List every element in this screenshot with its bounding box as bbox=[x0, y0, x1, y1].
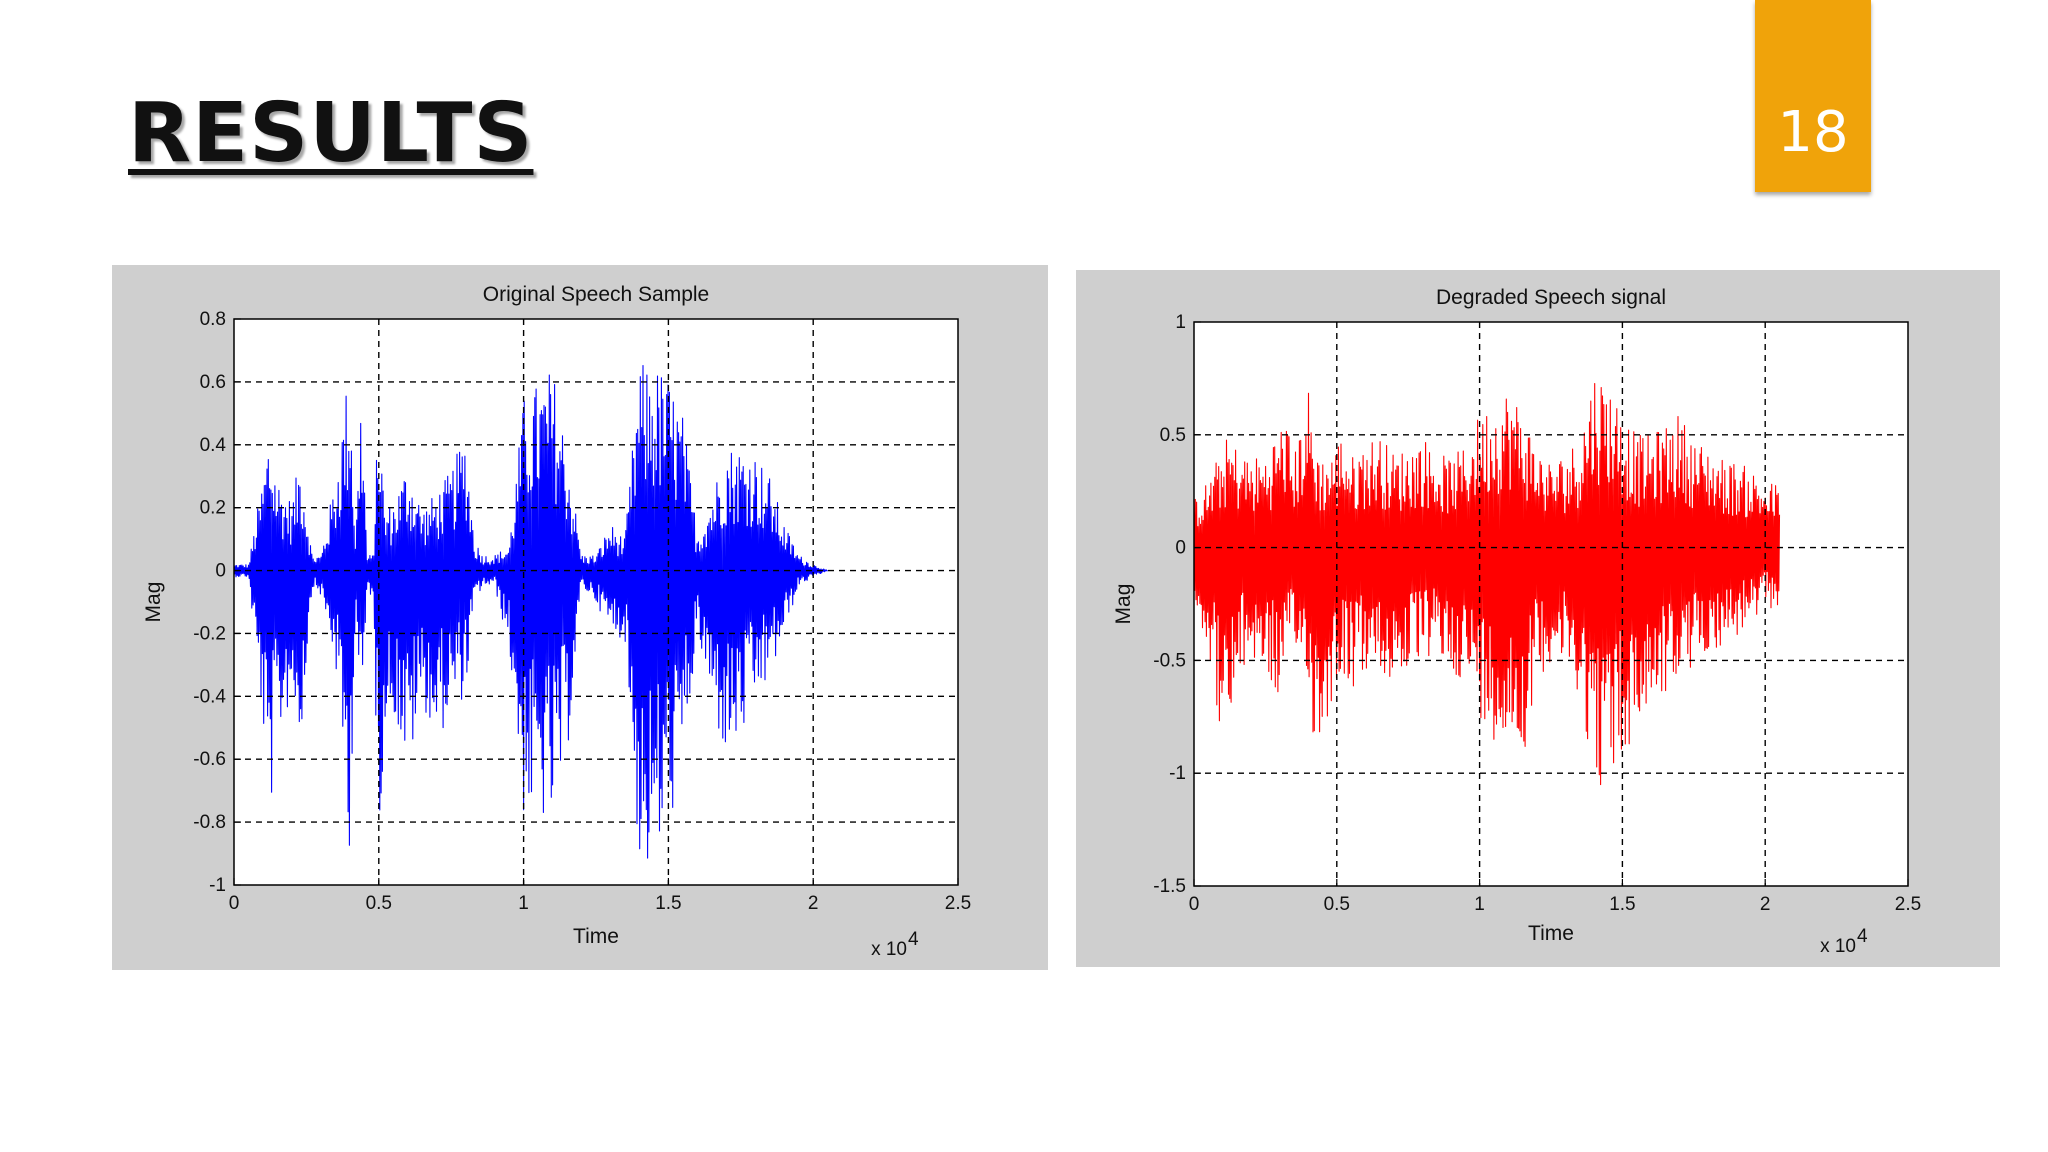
x-axis-label: Time bbox=[1528, 922, 1574, 945]
x-axis-label: Time bbox=[573, 925, 619, 948]
y-tick-label: 0 bbox=[1175, 538, 1186, 559]
y-tick-label: -0.2 bbox=[193, 623, 226, 644]
y-tick-label: -1 bbox=[1169, 763, 1186, 784]
x-tick-label: 1.5 bbox=[1609, 894, 1635, 915]
y-tick-label: 0.8 bbox=[200, 309, 226, 330]
original-speech-chart: 0 0.5 1 1.5 2 2.5 0.8 0.6 0.4 0.2 0 -0.2 -0.4 -0.6 -0.… bbox=[142, 283, 971, 960]
x-tick-label: 0.5 bbox=[366, 893, 392, 914]
y-tick-label: -0.6 bbox=[193, 749, 226, 770]
page-number-badge: 18 bbox=[1755, 0, 1871, 192]
y-axis-label: Mag bbox=[142, 582, 165, 623]
page-number: 18 bbox=[1777, 100, 1849, 165]
x-tick-label: 2.5 bbox=[1895, 894, 1921, 915]
waveform-series bbox=[233, 365, 828, 859]
x-tick-label: 1 bbox=[1474, 894, 1485, 915]
y-tick-label: 0.2 bbox=[200, 498, 226, 519]
waveform-series bbox=[1193, 382, 1781, 786]
y-axis-label: Mag bbox=[1112, 584, 1135, 625]
plot-border bbox=[1193, 321, 1909, 887]
x-tick-label: 2 bbox=[1760, 894, 1771, 915]
y-tick-label: -0.8 bbox=[193, 812, 226, 833]
x-tick-label: 0 bbox=[229, 893, 240, 914]
x-tick-label: 2 bbox=[808, 893, 819, 914]
y-tick-label: -1.5 bbox=[1153, 876, 1186, 897]
x-multiplier-exponent: 4 bbox=[1857, 926, 1868, 947]
x-multiplier: x 10 bbox=[1820, 936, 1856, 957]
x-tick-label: 1 bbox=[518, 893, 529, 914]
y-tick-label: 1 bbox=[1175, 312, 1186, 333]
x-tick-label: 0 bbox=[1189, 894, 1200, 915]
degraded-speech-figure: 0 0.5 1 1.5 2 2.5 1 0.5 0 -0.5 -1 -1.5 Degraded Spee… bbox=[1076, 270, 2000, 967]
slide-title: RESULTS bbox=[128, 86, 534, 181]
original-speech-figure: 0 0.5 1 1.5 2 2.5 0.8 0.6 0.4 0.2 0 -0.2 -0.4 -0.6 -0.… bbox=[112, 265, 1048, 970]
y-tick-label: -0.5 bbox=[1153, 650, 1186, 671]
y-tick-label: 0.4 bbox=[200, 435, 227, 456]
degraded-speech-chart: 0 0.5 1 1.5 2 2.5 1 0.5 0 -0.5 -1 -1.5 Degraded Spee… bbox=[1112, 286, 1921, 957]
chart-title: Original Speech Sample bbox=[483, 283, 709, 306]
y-tick-label: 0.5 bbox=[1160, 425, 1186, 446]
y-tick-label: -0.4 bbox=[193, 686, 226, 707]
y-tick-label: 0.6 bbox=[200, 372, 226, 393]
x-multiplier: x 10 bbox=[871, 939, 907, 960]
y-tick-label: 0 bbox=[215, 561, 226, 582]
x-tick-label: 0.5 bbox=[1324, 894, 1350, 915]
y-tick-label: -1 bbox=[209, 875, 226, 896]
x-tick-label: 1.5 bbox=[655, 893, 681, 914]
x-tick-label: 2.5 bbox=[945, 893, 971, 914]
chart-title: Degraded Speech signal bbox=[1436, 286, 1666, 309]
x-multiplier-exponent: 4 bbox=[908, 929, 919, 950]
plot-border bbox=[233, 318, 959, 886]
